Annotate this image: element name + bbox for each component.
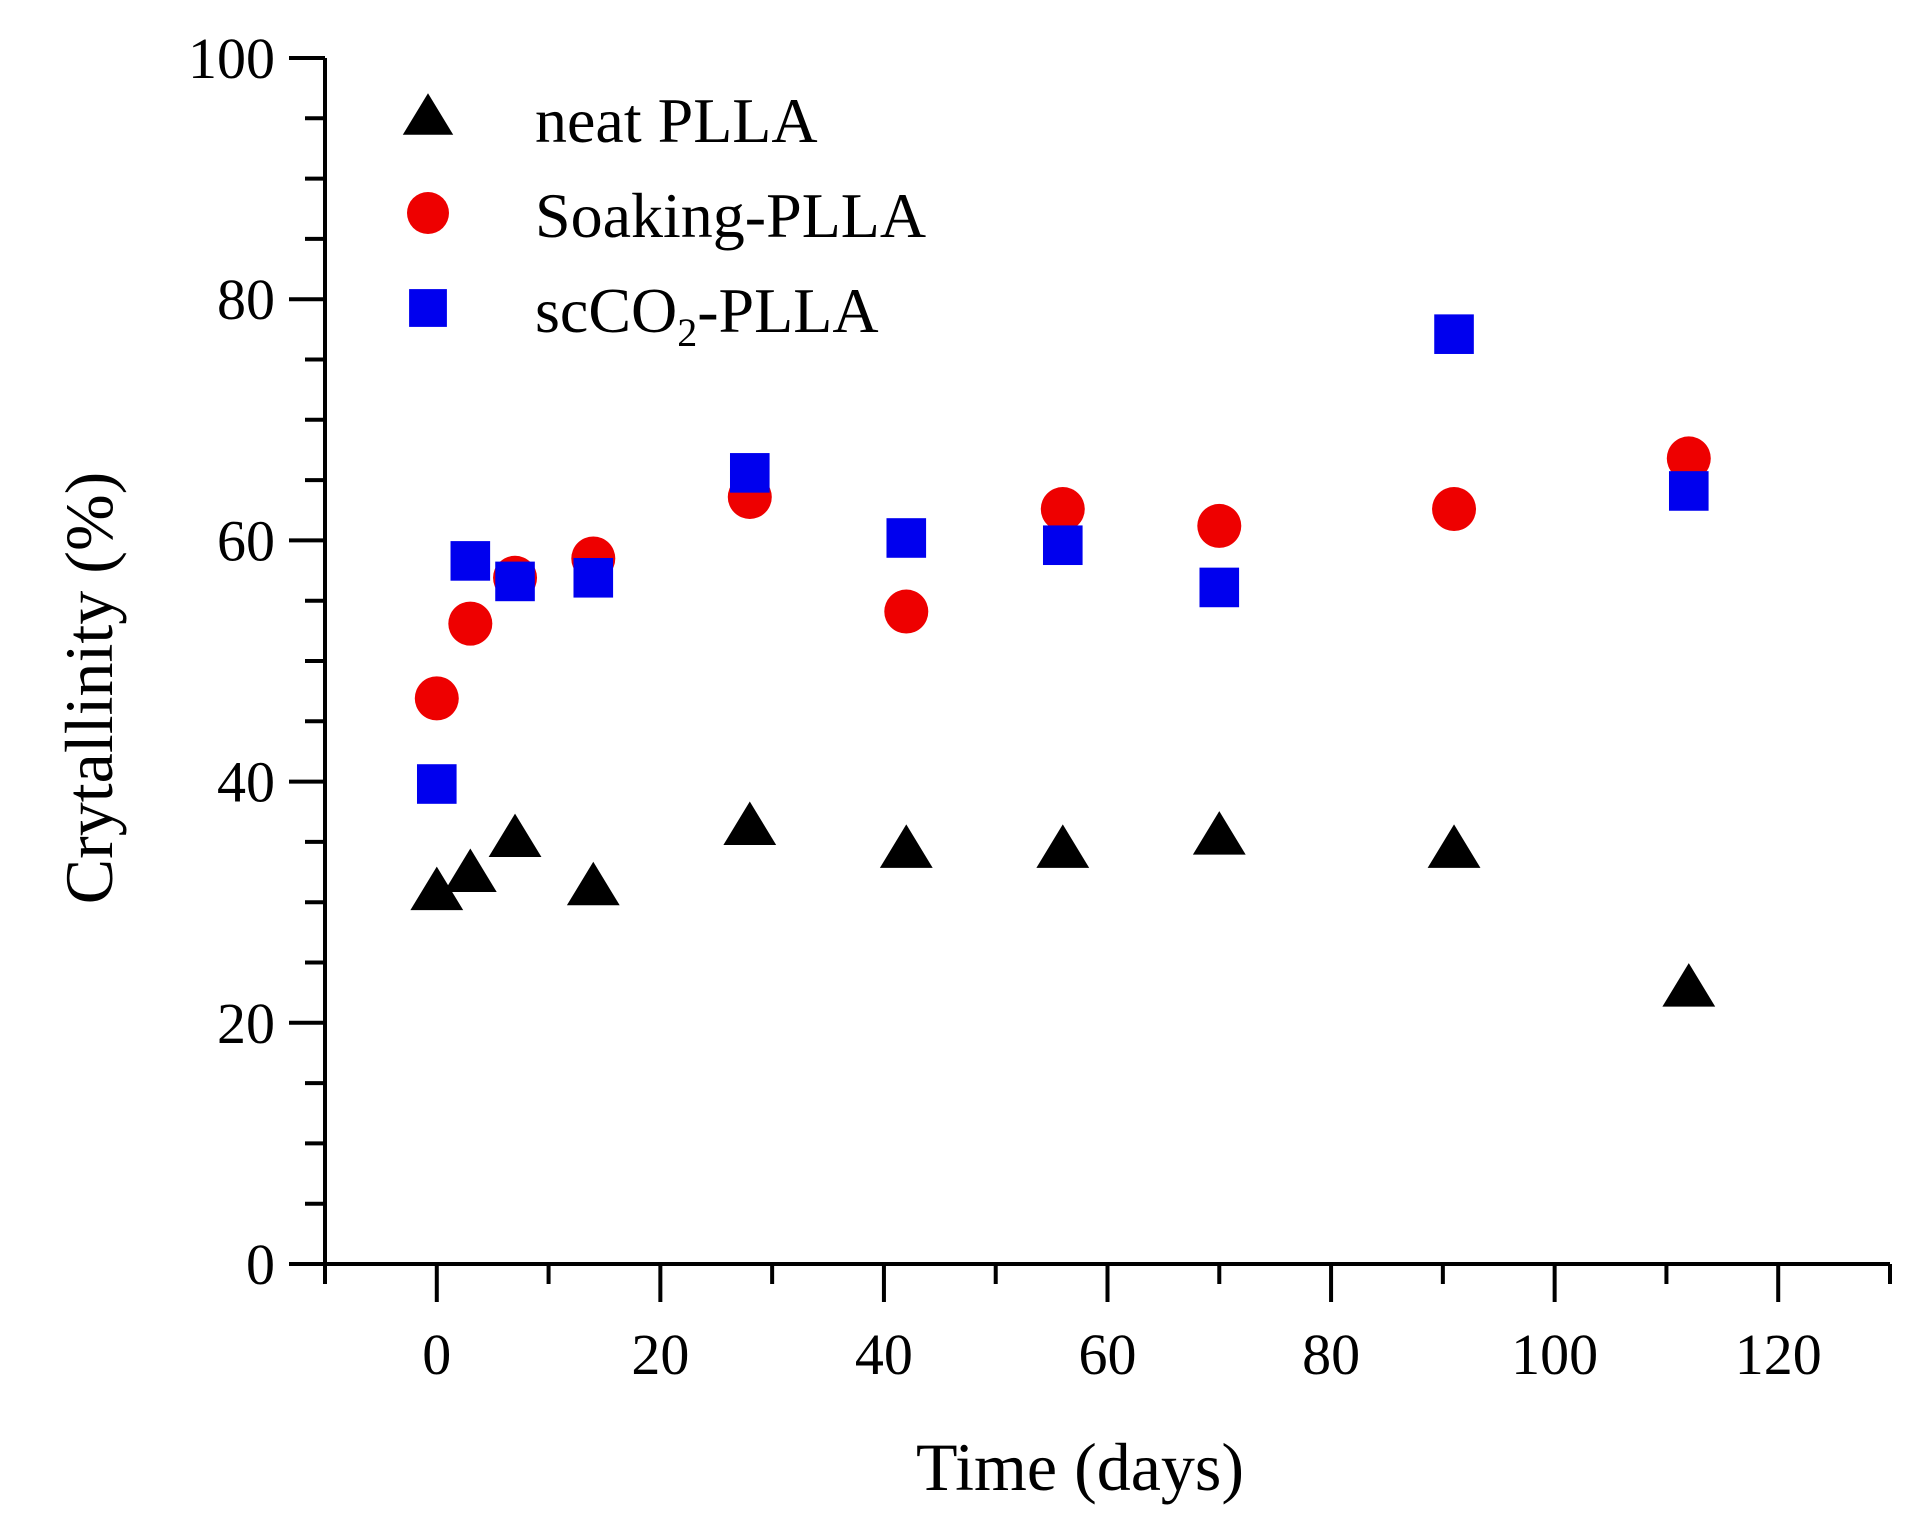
x-axis: 0 20 40 60 80 100 120 (323, 1264, 1892, 1387)
data-point (495, 561, 535, 602)
data-point (414, 676, 459, 721)
data-point (879, 824, 933, 868)
data-point (450, 541, 491, 581)
data-point (1668, 471, 1709, 511)
data-point (566, 861, 620, 906)
legend-item: scCO2-PLLA (409, 275, 879, 355)
data-point (1432, 487, 1477, 532)
y-tick-label: 20 (217, 991, 275, 1056)
x-tick-label: 100 (1511, 1322, 1598, 1387)
data-point (1427, 824, 1481, 868)
data-point (410, 866, 464, 911)
x-tick-label: 120 (1735, 1322, 1822, 1387)
series-triangle (410, 801, 1716, 1007)
data-point (723, 801, 777, 845)
y-tick-label: 40 (217, 750, 275, 815)
legend-marker (409, 289, 447, 327)
y-tick-label: 0 (246, 1232, 275, 1297)
y-axis-title: Crytallinity (%) (51, 472, 127, 904)
series-circle (414, 436, 1711, 721)
data-point (886, 518, 927, 558)
data-point (1042, 525, 1083, 566)
y-tick-label: 60 (217, 508, 275, 573)
data-point (1040, 487, 1085, 532)
data-point (1197, 503, 1242, 548)
data-point (729, 453, 770, 493)
x-tick-label: 40 (855, 1322, 913, 1387)
legend-item: Soaking-PLLA (407, 180, 926, 251)
legend-marker (402, 93, 454, 135)
data-point (573, 557, 614, 598)
data-points (410, 314, 1716, 1007)
data-point (1662, 963, 1716, 1007)
x-tick-label: 60 (1079, 1322, 1137, 1387)
legend-label: Soaking-PLLA (535, 180, 926, 251)
x-tick-label: 0 (422, 1322, 451, 1387)
data-point (443, 848, 497, 893)
x-tick-label: 20 (631, 1322, 689, 1387)
y-axis: 0 20 40 60 80 100 (188, 26, 325, 1297)
x-tick-label: 80 (1302, 1322, 1360, 1387)
legend: neat PLLA Soaking-PLLA scCO2-PLLA (402, 85, 926, 355)
data-point (884, 589, 929, 634)
data-point (1036, 824, 1090, 868)
legend-label: neat PLLA (535, 85, 818, 156)
y-tick-label: 100 (188, 26, 275, 91)
legend-item: neat PLLA (402, 85, 818, 156)
data-point (1434, 314, 1474, 354)
data-point (488, 813, 542, 858)
legend-label: scCO2-PLLA (535, 275, 879, 355)
data-point (1199, 567, 1240, 608)
x-axis-title: Time (days) (916, 1429, 1244, 1505)
data-point (448, 601, 493, 646)
legend-marker (407, 192, 449, 234)
series-square (416, 314, 1709, 804)
data-point (416, 764, 457, 804)
data-point (1192, 811, 1246, 855)
y-tick-label: 80 (217, 267, 275, 332)
data-point (1666, 436, 1711, 481)
